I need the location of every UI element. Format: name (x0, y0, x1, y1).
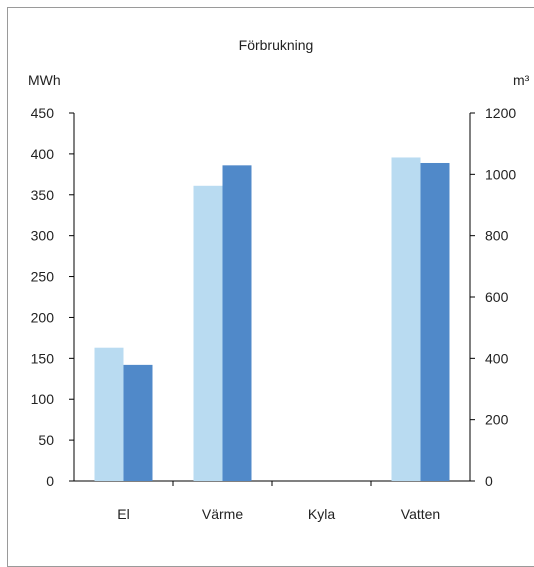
left-tick-label: 250 (31, 269, 55, 285)
right-axis-unit-label: m³ (513, 72, 530, 88)
left-tick-label: 200 (31, 309, 55, 325)
category-label: El (117, 506, 129, 522)
left-tick-label: 350 (31, 187, 55, 203)
category-label: Vatten (401, 506, 440, 522)
bars (94, 157, 450, 482)
right-tick-label: 600 (485, 289, 509, 305)
left-tick-label: 100 (31, 391, 55, 407)
chart-title: Förbrukning (239, 37, 314, 53)
bar (193, 185, 223, 481)
bar (94, 347, 124, 481)
category-label: Värme (202, 506, 243, 522)
category-label: Kyla (308, 506, 335, 522)
bar (222, 165, 252, 482)
right-tick-label: 1200 (485, 105, 516, 121)
bar-chart: Förbrukning MWh m³ 0 50 100 150 200 250 300 350… (28, 37, 530, 522)
bar (123, 364, 153, 481)
bar (420, 162, 450, 481)
left-axis-unit-label: MWh (28, 72, 61, 88)
right-tick-label: 0 (485, 473, 493, 489)
left-tick-label: 400 (31, 146, 55, 162)
left-tick-label: 150 (31, 350, 55, 366)
right-tick-label: 1000 (485, 166, 516, 182)
bar (391, 157, 421, 481)
right-tick-label: 800 (485, 228, 509, 244)
tick-labels: 0 50 100 150 200 250 300 350 400 450 0 200 400 600 800… (31, 105, 517, 522)
left-tick-label: 300 (31, 228, 55, 244)
left-tick-label: 0 (46, 473, 54, 489)
left-tick-label: 450 (31, 105, 55, 121)
left-tick-label: 50 (38, 432, 54, 448)
right-tick-label: 200 (485, 412, 509, 428)
right-tick-label: 400 (485, 350, 509, 366)
